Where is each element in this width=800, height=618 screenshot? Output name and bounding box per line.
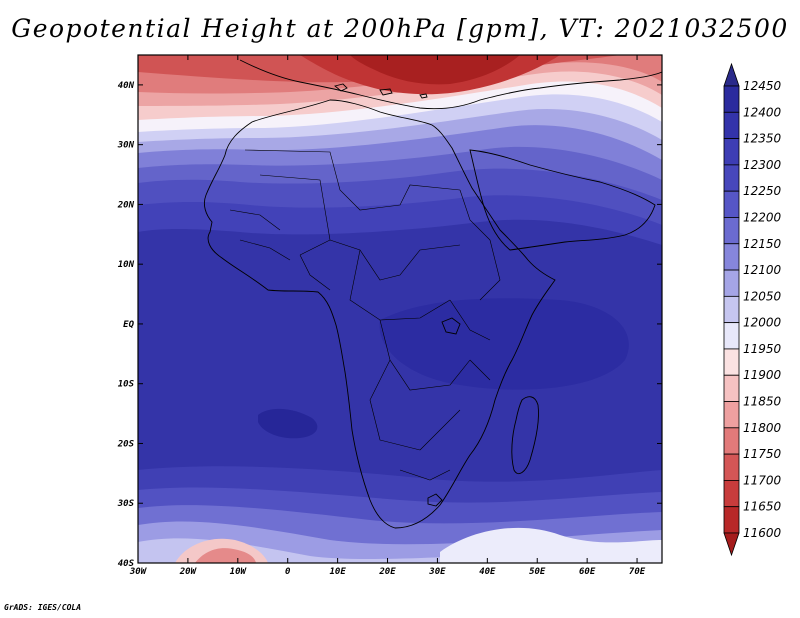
colorbar-label: 12150 [743,237,782,251]
colorbar-segment [723,480,740,508]
y-tick-label: 10N [118,260,135,270]
y-tick-label: 20S [117,439,135,449]
colorbar-label: 11900 [743,368,782,382]
colorbar-label: 12200 [743,210,782,224]
y-tick-label: 30S [117,499,135,509]
colorbar-label: 12350 [743,132,782,146]
deep-blue-blob [258,408,318,439]
colorbar-label: 12400 [743,105,782,119]
x-tick-label: 70E [629,567,646,577]
deep-blue-east [379,298,629,390]
colorbar-label: 11800 [743,421,782,435]
height-field [138,55,662,563]
colorbar-segment [723,269,740,297]
colorbar-label: 12250 [743,184,782,198]
colorbar-segment [723,138,740,166]
colorbar-label: 11950 [743,342,782,356]
x-tick-label: 30E [428,567,446,577]
colorbar-label: 12000 [743,316,782,330]
colorbar-segment [723,295,740,324]
colorbar-segment [723,401,740,429]
colorbar-label: 12300 [743,158,782,172]
colorbar-segment [723,85,740,113]
colorbar-segment [723,322,740,350]
band-south-white [440,527,662,563]
x-tick-label: 60E [579,567,596,577]
colorbar-label: 12050 [743,289,782,303]
colorbar-segment [723,243,740,271]
y-axis: 40N 30N 20N 10N EQ 10S 20S 30S 40S [117,81,662,569]
border-lines [229,149,501,481]
lake-victoria [441,317,461,335]
colorbar-segment [723,111,740,139]
colorbar-label: 12450 [743,79,782,93]
colorbar-label: 11750 [743,447,782,461]
europe-coastline [239,59,662,110]
colorbar-segment [723,217,740,245]
x-tick-label: 20E [378,567,396,577]
y-tick-label: 20N [117,200,135,210]
mediterranean-islands [334,83,428,99]
x-tick-label: 10E [329,567,346,577]
y-tick-label: 10S [118,380,135,390]
colorbar-segment [723,190,740,218]
colorbar-label: 11700 [743,473,782,487]
colorbar-segment [723,348,740,376]
y-tick-label: 30N [117,141,135,151]
africa-coastline [203,99,556,529]
colorbar-label: 12100 [743,263,782,277]
y-tick-label: 40S [118,559,135,569]
plot-frame [137,54,663,564]
colorbar-segment [723,374,740,402]
madagascar-coastline [511,396,539,474]
colorbar-label: 11600 [743,526,782,540]
x-tick-label: 40E [479,567,496,577]
band-south-pink-2 [195,548,256,563]
colorbar-segment [723,427,740,455]
x-tick-label: 20W [179,567,198,577]
colorbar-segment [723,164,740,192]
colorbar-label: 11650 [743,500,782,514]
colorbar-min-triangle [723,532,740,557]
map-title: Geopotential Height at 200hPa [gpm], VT:… [11,14,789,43]
x-tick-label: 0 [285,567,291,577]
x-tick-label: 50E [529,567,546,577]
y-tick-label: EQ [123,320,134,330]
y-tick-label: 40N [118,81,135,91]
colorbar-segment [723,453,740,481]
colorbar-max-triangle [723,62,740,87]
x-tick-label: 10W [230,567,248,577]
x-axis: 30W 20W 10W 0 10E 20E 30E 40E 50E 60E 70E [129,55,646,577]
arabia-coastline [469,149,656,251]
lesotho [427,493,443,507]
colorbar-segment [723,506,740,534]
credit-text: GrADS: IGES/COLA [4,603,82,612]
colorbar: 12450 12400 12350 12300 12250 12200 12150 12100… [723,62,782,557]
colorbar-label: 11850 [743,395,782,409]
coastlines [203,59,662,529]
x-tick-label: 30W [129,567,148,577]
band-north-red-3 [350,55,520,85]
